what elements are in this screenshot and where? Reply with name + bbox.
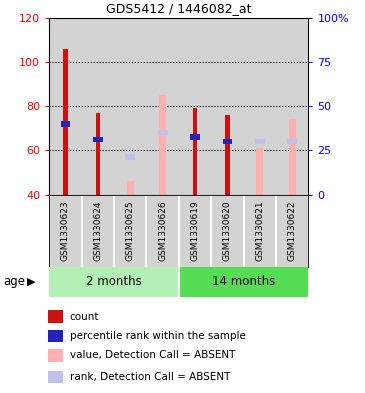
Bar	[276, 18, 308, 195]
Bar	[127, 181, 134, 195]
FancyBboxPatch shape	[47, 330, 63, 342]
Text: rank, Detection Call = ABSENT: rank, Detection Call = ABSENT	[70, 372, 230, 382]
Bar	[49, 267, 179, 297]
Bar	[114, 18, 146, 195]
Text: 2 months: 2 months	[86, 275, 142, 288]
Bar	[64, 49, 68, 195]
Bar	[93, 136, 103, 142]
Text: age: age	[4, 275, 26, 288]
Text: GSM1330620: GSM1330620	[223, 200, 232, 261]
Bar	[244, 18, 276, 195]
FancyBboxPatch shape	[47, 349, 63, 362]
Bar	[287, 139, 297, 144]
FancyBboxPatch shape	[47, 310, 63, 323]
Bar	[158, 130, 168, 136]
Bar	[223, 139, 232, 144]
Bar	[211, 18, 244, 195]
Bar	[159, 95, 166, 195]
Bar	[126, 154, 135, 160]
FancyBboxPatch shape	[47, 371, 63, 383]
Bar	[179, 18, 211, 195]
Text: GSM1330626: GSM1330626	[158, 200, 167, 261]
Title: GDS5412 / 1446082_at: GDS5412 / 1446082_at	[106, 2, 251, 15]
Text: ▶: ▶	[27, 277, 36, 287]
Bar	[82, 18, 114, 195]
Text: GSM1330622: GSM1330622	[288, 201, 297, 261]
Bar	[61, 121, 70, 127]
Bar	[146, 18, 179, 195]
Text: 14 months: 14 months	[212, 275, 275, 288]
Bar	[225, 115, 230, 195]
Text: percentile rank within the sample: percentile rank within the sample	[70, 331, 246, 341]
Text: GSM1330623: GSM1330623	[61, 200, 70, 261]
Bar	[96, 113, 100, 195]
Bar	[179, 267, 308, 297]
Text: GSM1330621: GSM1330621	[255, 200, 264, 261]
Text: value, Detection Call = ABSENT: value, Detection Call = ABSENT	[70, 351, 235, 360]
Text: GSM1330625: GSM1330625	[126, 200, 135, 261]
Bar	[255, 139, 265, 144]
Bar	[289, 119, 296, 195]
Text: GSM1330624: GSM1330624	[93, 201, 102, 261]
Bar	[256, 148, 264, 195]
Bar	[193, 108, 197, 195]
Bar	[49, 18, 82, 195]
Text: count: count	[70, 312, 99, 321]
Bar	[190, 134, 200, 140]
Text: GSM1330619: GSM1330619	[191, 200, 200, 261]
